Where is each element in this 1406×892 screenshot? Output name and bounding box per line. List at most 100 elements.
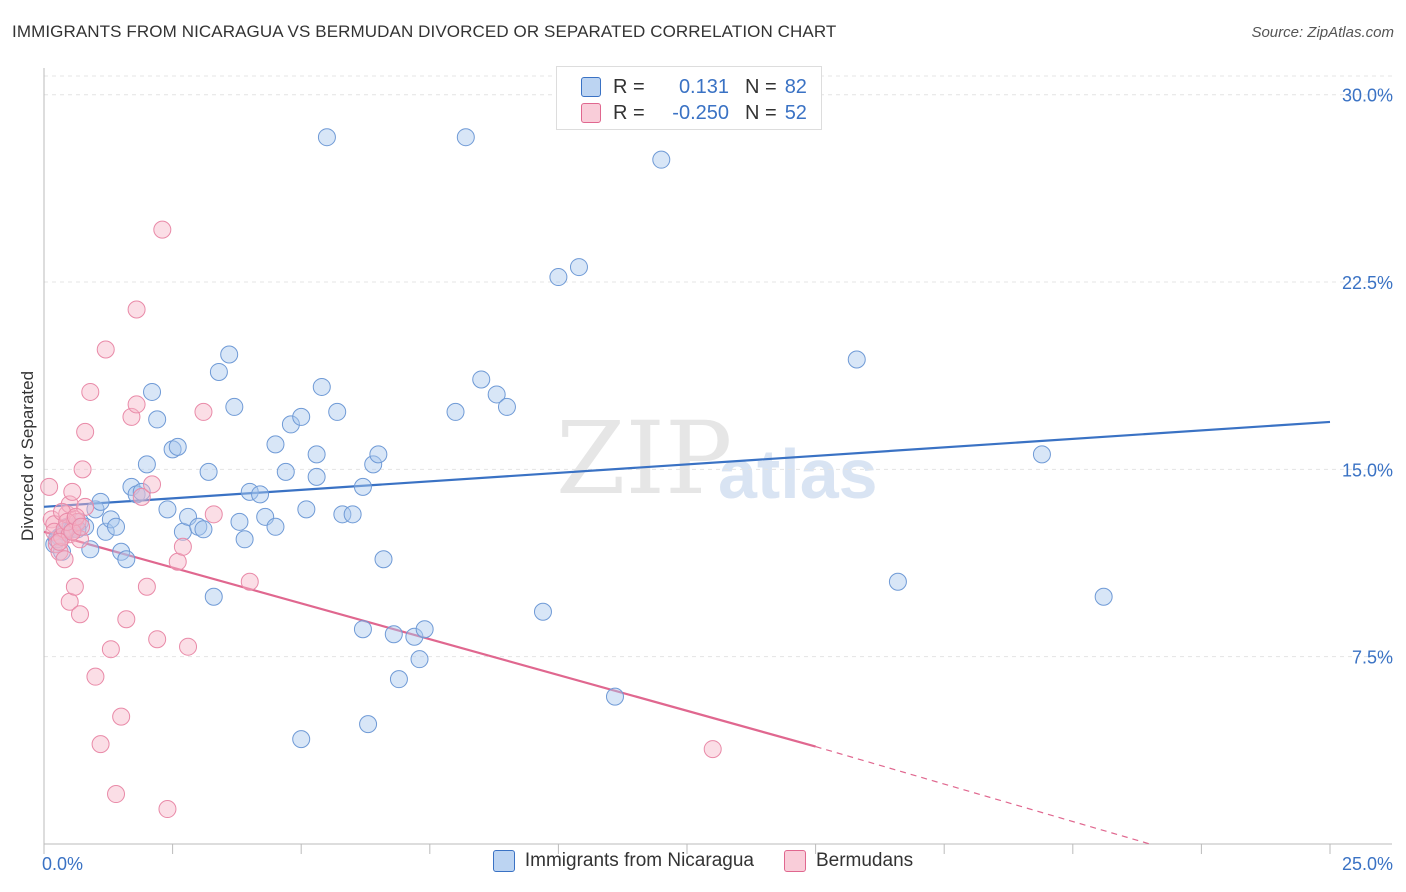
point-nicaragua xyxy=(132,482,151,501)
point-nicaragua xyxy=(281,415,300,434)
point-nicaragua xyxy=(343,505,362,524)
point-nicaragua xyxy=(569,258,588,277)
point-nicaragua xyxy=(1032,445,1051,464)
point-nicaragua xyxy=(605,687,624,706)
point-nicaragua xyxy=(317,128,336,147)
stats-legend: R = 0.131 N = 82 R = -0.250 N = 52 xyxy=(556,66,822,130)
data-points xyxy=(40,128,1113,819)
point-nicaragua xyxy=(359,715,378,734)
point-nicaragua xyxy=(117,550,136,569)
chart-title: IMMIGRANTS FROM NICARAGUA VS BERMUDAN DI… xyxy=(12,22,837,41)
point-nicaragua xyxy=(549,268,568,287)
point-bermudans xyxy=(132,487,151,506)
y-tick-label: 30.0% xyxy=(1342,86,1393,106)
point-nicaragua xyxy=(847,350,866,369)
point-bermudans xyxy=(127,300,146,319)
axes xyxy=(43,68,1392,854)
tick-labels: 7.5% 15.0% 22.5% 30.0% xyxy=(1342,86,1393,668)
trend-lines xyxy=(43,420,1331,845)
point-bermudans xyxy=(91,735,110,754)
y-tick-label: 22.5% xyxy=(1342,273,1393,293)
point-nicaragua xyxy=(415,620,434,639)
point-nicaragua xyxy=(888,572,907,591)
x-tick-label-min: 0.0% xyxy=(42,854,83,874)
n-value: 82 xyxy=(784,75,807,98)
point-bermudans xyxy=(117,610,136,629)
point-bermudans xyxy=(63,522,82,541)
legend-item-bermudans[interactable]: Bermudans xyxy=(783,850,914,872)
point-bermudans xyxy=(127,395,146,414)
point-nicaragua xyxy=(91,492,110,511)
point-nicaragua xyxy=(369,445,388,464)
legend-swatch-pink xyxy=(581,103,601,123)
point-bermudans xyxy=(66,507,85,526)
point-bermudans xyxy=(153,220,172,239)
point-bermudans xyxy=(73,460,92,479)
point-bermudans xyxy=(63,482,82,501)
point-bermudans xyxy=(96,340,115,359)
point-nicaragua xyxy=(276,462,295,481)
point-nicaragua xyxy=(374,550,393,569)
point-nicaragua xyxy=(225,397,244,416)
point-bermudans xyxy=(107,785,126,804)
point-bermudans xyxy=(143,475,162,494)
point-nicaragua xyxy=(107,517,126,536)
point-bermudans xyxy=(101,640,120,659)
point-nicaragua xyxy=(487,385,506,404)
point-nicaragua xyxy=(364,455,383,474)
point-nicaragua xyxy=(410,650,429,669)
point-nicaragua xyxy=(533,602,552,621)
point-nicaragua xyxy=(333,505,352,524)
r-value: 0.131 xyxy=(678,75,729,98)
point-nicaragua xyxy=(307,445,326,464)
y-axis-label: Divorced or Separated xyxy=(18,371,37,541)
point-nicaragua xyxy=(497,397,516,416)
point-nicaragua xyxy=(446,402,465,421)
point-nicaragua xyxy=(230,512,249,531)
point-bermudans xyxy=(55,550,74,569)
point-nicaragua xyxy=(127,485,146,504)
r-label: R = xyxy=(613,101,645,124)
y-tick-label: 15.0% xyxy=(1342,460,1393,480)
trend-line-bermudans-extension xyxy=(815,746,1151,845)
legend-label: Bermudans xyxy=(815,850,914,871)
grid-lines xyxy=(44,75,1392,658)
legend-item-nicaragua[interactable]: Immigrants from Nicaragua xyxy=(492,850,754,872)
point-nicaragua xyxy=(297,500,316,519)
trend-line-bermudans xyxy=(43,530,816,748)
y-tick-label: 7.5% xyxy=(1352,648,1393,668)
stats-row-nicaragua: R = 0.131 N = 82 xyxy=(581,75,807,99)
point-bermudans xyxy=(58,512,77,531)
legend-label: Immigrants from Nicaragua xyxy=(524,850,754,871)
point-bermudans xyxy=(179,637,198,656)
r-value: -0.250 xyxy=(672,101,729,124)
r-label: R = xyxy=(613,75,645,98)
point-bermudans xyxy=(112,707,131,726)
point-bermudans xyxy=(76,422,95,441)
point-bermudans xyxy=(53,502,72,521)
point-nicaragua xyxy=(266,517,285,536)
point-bermudans xyxy=(173,537,192,556)
legend-swatch-blue xyxy=(581,77,601,97)
watermark-zip: ZIP xyxy=(556,400,733,517)
point-nicaragua xyxy=(148,410,167,429)
point-nicaragua xyxy=(307,467,326,486)
point-nicaragua xyxy=(173,522,192,541)
point-bermudans xyxy=(71,605,90,624)
point-nicaragua xyxy=(168,437,187,456)
point-bermudans xyxy=(76,497,95,516)
point-nicaragua xyxy=(652,150,671,169)
point-nicaragua xyxy=(189,517,208,536)
trend-line-nicaragua xyxy=(43,420,1331,508)
point-bermudans xyxy=(65,577,84,596)
point-bermudans xyxy=(240,572,259,591)
point-nicaragua xyxy=(312,377,331,396)
point-nicaragua xyxy=(240,482,259,501)
point-nicaragua xyxy=(220,345,239,364)
point-nicaragua xyxy=(199,462,218,481)
point-nicaragua xyxy=(209,362,228,381)
point-bermudans xyxy=(81,382,100,401)
point-nicaragua xyxy=(137,455,156,474)
point-nicaragua xyxy=(292,730,311,749)
point-bermudans xyxy=(168,552,187,571)
